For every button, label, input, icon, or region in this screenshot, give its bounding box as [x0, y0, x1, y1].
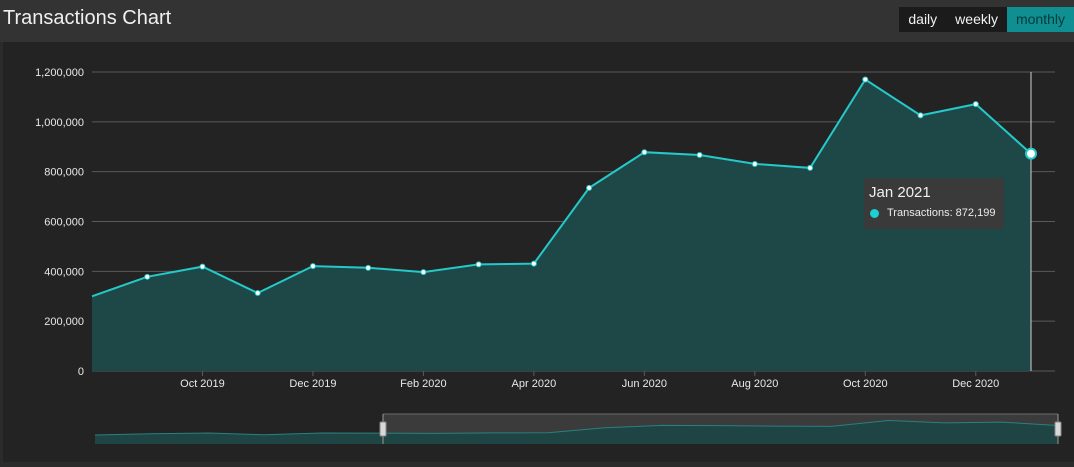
highlighted-point[interactable]: [1025, 147, 1037, 160]
navigator-right-handle[interactable]: [1054, 421, 1062, 437]
navigator[interactable]: [94, 413, 1062, 444]
data-point[interactable]: [586, 184, 593, 191]
navigator-left-handle[interactable]: [379, 421, 387, 437]
data-point[interactable]: [309, 263, 316, 270]
data-point[interactable]: [696, 151, 703, 158]
range-selector: daily weekly monthly: [899, 7, 1074, 32]
data-point[interactable]: [420, 269, 427, 276]
data-point[interactable]: [807, 164, 814, 171]
y-tick-label: 400,000: [44, 266, 84, 278]
x-tick-label: Oct 2019: [180, 378, 225, 390]
data-point[interactable]: [144, 273, 151, 280]
range-daily-button[interactable]: daily: [899, 7, 947, 32]
range-monthly-button[interactable]: monthly: [1006, 7, 1074, 32]
data-point[interactable]: [365, 264, 372, 271]
data-point[interactable]: [917, 112, 924, 119]
data-point[interactable]: [199, 263, 206, 270]
x-tick-label: Apr 2020: [512, 378, 557, 390]
y-tick-label: 200,000: [44, 316, 84, 328]
data-point[interactable]: [862, 76, 869, 83]
x-tick-label: Dec 2020: [952, 378, 999, 390]
tooltip-title: Jan 2021: [869, 184, 931, 201]
y-tick-label: 1,200,000: [35, 67, 84, 79]
data-point[interactable]: [641, 149, 648, 156]
series-area: [92, 79, 1031, 371]
page-title: Transactions Chart: [3, 7, 172, 29]
chart-header: Transactions Chart daily weekly monthly: [0, 0, 1074, 42]
chart-area: 0 200,000 400,000 600,000 800,000 1,000,000 1,…: [3, 42, 1074, 462]
x-tick-label: Oct 2020: [843, 378, 888, 390]
series-line: [91, 78, 1032, 298]
tooltip-series-marker: [870, 209, 879, 218]
data-point[interactable]: [972, 101, 979, 108]
x-tick-label: Feb 2020: [400, 378, 446, 390]
data-point[interactable]: [530, 260, 537, 267]
x-tick-label: Dec 2019: [289, 378, 336, 390]
x-tick-label: Aug 2020: [731, 378, 778, 390]
x-axis-labels: Oct 2019 Dec 2019 Feb 2020 Apr 2020 Jun 2020…: [180, 371, 999, 390]
data-point[interactable]: [751, 160, 758, 167]
y-tick-label: 1,000,000: [35, 117, 84, 129]
y-tick-label: 600,000: [44, 217, 84, 229]
tooltip-series-value: Transactions: 872,199: [887, 207, 996, 219]
navigator-line: [94, 419, 1059, 436]
range-weekly-button[interactable]: weekly: [946, 7, 1007, 32]
transactions-chart: 0 200,000 400,000 600,000 800,000 1,000,000 1,…: [35, 67, 1062, 444]
data-point[interactable]: [475, 261, 482, 268]
y-tick-label: 800,000: [44, 167, 84, 179]
chart-tooltip: Jan 2021 Transactions: 872,199: [864, 178, 1004, 229]
y-axis-labels: 0 200,000 400,000 600,000 800,000 1,000,000 1,…: [35, 67, 84, 378]
y-tick-label: 0: [78, 366, 84, 378]
data-point[interactable]: [254, 290, 261, 297]
series-transactions: [91, 72, 1037, 371]
x-tick-label: Jun 2020: [622, 378, 667, 390]
